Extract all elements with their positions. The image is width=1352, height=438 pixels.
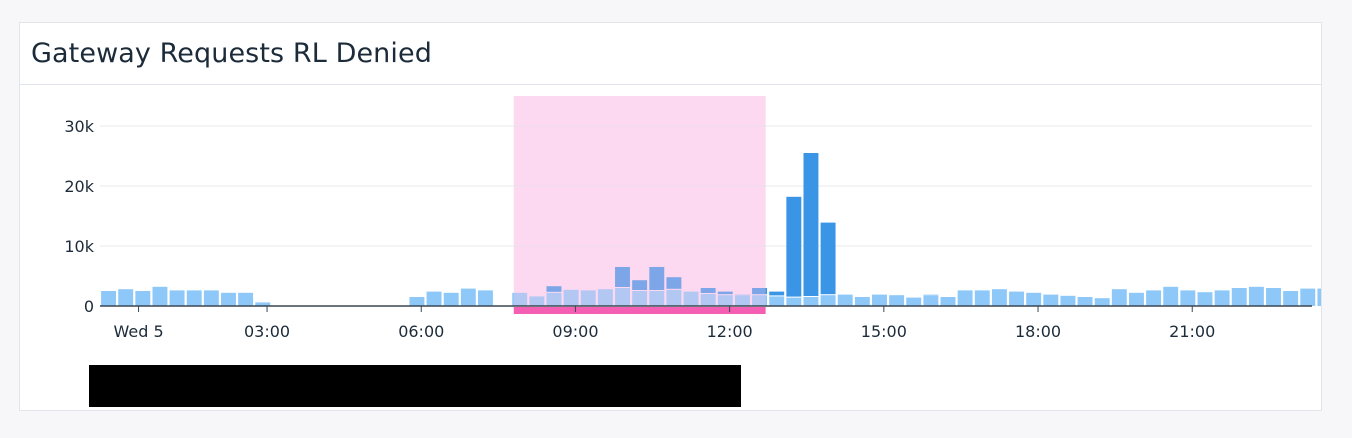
bar-base-9: [255, 302, 271, 306]
bar-chart[interactable]: 0 10k 20k 30k Wed 5 03:00 06:00 09:00 12:00 15:00…: [20, 23, 1321, 410]
bar-base-46: [889, 295, 905, 306]
bar-base-58: [1094, 298, 1110, 306]
bar-base-59: [1111, 289, 1127, 306]
bar-base-24: [512, 292, 528, 306]
bar-base-42: [820, 295, 836, 306]
y-tick-label-3: 30k: [64, 117, 94, 136]
bar-base-49: [940, 297, 956, 306]
bar-base-52: [991, 289, 1007, 306]
highlight-overlay: [513, 96, 766, 306]
x-tick-label-0: Wed 5: [113, 322, 163, 341]
bar-spike-32: [649, 267, 665, 290]
bar-base-2: [135, 291, 151, 306]
x-tick-label-1: 03:00: [244, 322, 290, 341]
bar-base-53: [1009, 291, 1024, 306]
bar-base-66: [1231, 288, 1247, 306]
bar-base-65: [1214, 290, 1230, 306]
bar-base-35: [700, 294, 716, 306]
bar-base-1: [118, 289, 134, 306]
widget-title: Gateway Requests RL Denied: [31, 38, 432, 69]
bar-base-32: [649, 291, 665, 306]
bar-base-50: [957, 290, 973, 306]
bar-base-61: [1146, 290, 1162, 306]
x-tick-label-6: 18:00: [1015, 322, 1061, 341]
bar-base-21: [460, 288, 476, 306]
bar-spike-38: [752, 288, 768, 295]
bar-base-67: [1248, 286, 1264, 306]
highlight-region: [513, 96, 766, 306]
bar-base-25: [529, 296, 545, 306]
bar-base-37: [734, 295, 750, 306]
bar-base-20: [443, 292, 459, 306]
bar-spike-33: [666, 277, 682, 289]
bar-base-64: [1197, 292, 1213, 306]
bar-base-19: [426, 291, 442, 306]
x-tick-label-5: 15:00: [861, 322, 907, 341]
bar-base-47: [906, 297, 922, 306]
bar-base-31: [632, 291, 648, 306]
bar-base-54: [1026, 292, 1042, 306]
bar-base-6: [203, 290, 219, 306]
bar-base-7: [221, 292, 236, 306]
y-tick-label-1: 10k: [64, 237, 94, 256]
bar-base-28: [580, 290, 596, 306]
bar-base-26: [546, 292, 562, 306]
y-tick-label-0: 0: [84, 297, 94, 316]
bar-spike-41: [803, 153, 819, 296]
x-tick-label-2: 06:00: [398, 322, 444, 341]
bar-spike-30: [615, 267, 630, 287]
bar-base-68: [1266, 288, 1281, 306]
bar-base-48: [923, 295, 939, 306]
bar-spike-36: [717, 291, 733, 295]
bar-base-22: [477, 290, 493, 306]
bar-spike-42: [820, 222, 836, 295]
widget-header: Gateway Requests RL Denied: [20, 23, 1321, 85]
bar-base-27: [563, 289, 579, 306]
bar-spike-39: [769, 291, 785, 296]
bar-base-8: [238, 292, 254, 306]
x-tick-label-4: 12:00: [707, 322, 753, 341]
bar-base-56: [1060, 295, 1076, 306]
highlight-range-bar: [513, 307, 766, 314]
bar-base-60: [1128, 292, 1144, 306]
x-tick-label-3: 09:00: [552, 322, 598, 341]
legend-redacted-block: [89, 365, 741, 407]
bar-spike-26: [546, 286, 562, 292]
bar-base-39: [769, 296, 785, 306]
y-tick-label-2: 20k: [64, 177, 94, 196]
bar-base-69: [1283, 291, 1299, 306]
bar-base-51: [974, 290, 990, 306]
bar-base-55: [1043, 294, 1059, 306]
bar-base-3: [152, 286, 168, 306]
bar-spike-35: [700, 288, 716, 293]
bar-base-18: [409, 297, 425, 306]
bar-base-43: [837, 294, 853, 306]
bar-base-38: [752, 295, 768, 306]
bar-base-44: [854, 297, 870, 306]
bar-base-4: [169, 290, 185, 306]
bar-base-29: [597, 289, 613, 306]
bar-base-71: [1317, 288, 1321, 306]
bar-base-62: [1163, 286, 1179, 306]
bar-base-0: [101, 291, 117, 306]
bar-base-30: [615, 288, 630, 306]
bar-base-45: [872, 294, 887, 306]
widget-panel: Gateway Requests RL Denied 0 10k 20k 30k Wed…: [19, 22, 1322, 411]
bar-base-63: [1180, 290, 1196, 306]
bar-base-57: [1077, 297, 1093, 306]
bar-base-34: [683, 291, 699, 306]
bar-base-70: [1300, 288, 1316, 306]
bar-base-5: [186, 290, 202, 306]
bar-base-40: [786, 297, 802, 306]
bar-base-36: [717, 295, 733, 306]
bar-spike-40: [786, 196, 802, 297]
bar-base-33: [666, 289, 682, 306]
x-tick-label-7: 21:00: [1169, 322, 1215, 341]
bar-spike-31: [632, 280, 648, 290]
bar-base-41: [803, 297, 819, 306]
